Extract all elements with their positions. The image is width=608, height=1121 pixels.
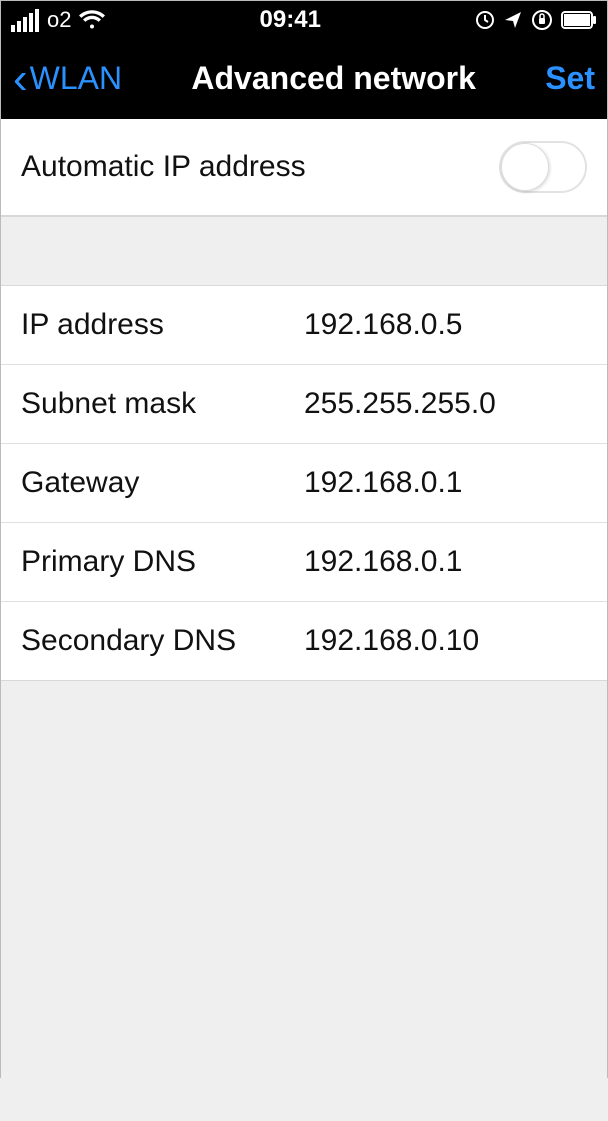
status-bar: o2 09:41 [1,1,607,39]
field-value: 255.255.255.0 [304,387,587,421]
auto-ip-label: Automatic IP address [21,150,306,184]
empty-area [1,681,607,1121]
signal-icon [11,9,39,32]
back-button[interactable]: ‹ WLAN [13,57,122,101]
primary-dns-row[interactable]: Primary DNS 192.168.0.1 [1,523,607,602]
field-label: Secondary DNS [21,624,304,658]
field-value: 192.168.0.10 [304,624,587,658]
field-value: 192.168.0.1 [304,466,587,500]
auto-ip-section: Automatic IP address [1,119,607,216]
ip-address-row[interactable]: IP address 192.168.0.5 [1,286,607,365]
rotation-lock-icon [531,9,553,31]
battery-icon [561,11,597,29]
carrier-label: o2 [47,7,71,33]
status-time: 09:41 [260,6,321,34]
field-label: Subnet mask [21,387,304,421]
chevron-left-icon: ‹ [13,57,28,101]
field-value: 192.168.0.5 [304,308,587,342]
alarm-icon [475,10,495,30]
nav-bar: ‹ WLAN Advanced network Set [1,39,607,119]
status-right [475,9,597,31]
field-label: IP address [21,308,304,342]
toggle-knob [501,143,549,191]
network-fields: IP address 192.168.0.5 Subnet mask 255.2… [1,286,607,681]
auto-ip-row: Automatic IP address [1,119,607,215]
status-left: o2 [11,7,105,33]
field-label: Gateway [21,466,304,500]
secondary-dns-row[interactable]: Secondary DNS 192.168.0.10 [1,602,607,681]
field-value: 192.168.0.1 [304,545,587,579]
location-icon [503,10,523,30]
set-button[interactable]: Set [545,60,595,97]
back-label: WLAN [30,60,122,97]
field-label: Primary DNS [21,545,304,579]
auto-ip-toggle[interactable] [499,141,587,193]
section-spacer [1,216,607,286]
page-title: Advanced network [122,60,545,97]
gateway-row[interactable]: Gateway 192.168.0.1 [1,444,607,523]
wifi-icon [79,10,105,30]
subnet-mask-row[interactable]: Subnet mask 255.255.255.0 [1,365,607,444]
